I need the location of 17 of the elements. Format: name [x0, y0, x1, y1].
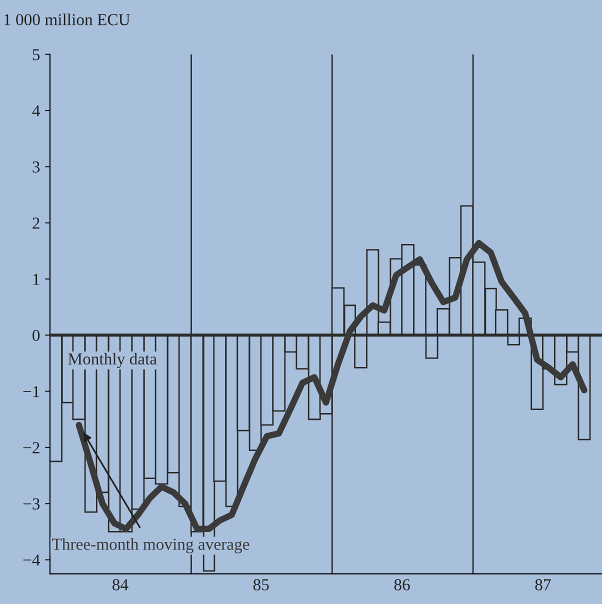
x-tick-label: 85: [253, 579, 269, 590]
y-tick-label: −4: [23, 554, 40, 566]
y-tick-label: −3: [23, 498, 40, 510]
y-tick-label: −2: [23, 442, 40, 454]
y-tick-label: 4: [32, 105, 40, 116]
series-label: Three-month moving average: [52, 538, 250, 554]
y-tick-label: 3: [32, 161, 40, 173]
y-tick-label: −1: [23, 386, 40, 398]
x-tick-label: 87: [535, 579, 551, 590]
y-tick-label: 2: [32, 218, 40, 229]
series-label: Monthly data: [68, 352, 157, 368]
y-tick-label: 1: [33, 274, 40, 285]
y-axis-title: 1 000 million ECU: [4, 14, 130, 26]
x-tick-label: 84: [112, 579, 128, 590]
y-tick-label: 0: [32, 330, 40, 342]
y-tick-label: 5: [32, 49, 40, 60]
x-tick-label: 86: [394, 579, 410, 590]
